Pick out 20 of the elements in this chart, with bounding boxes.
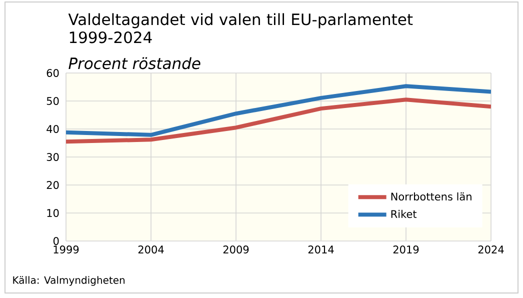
x-tick-label: 1999 (54, 246, 79, 254)
y-tick-label: 60 (46, 69, 59, 77)
y-tick-label: 10 (47, 209, 59, 217)
y-tick-label: 20 (46, 181, 59, 189)
y-tick-label: 40 (46, 125, 59, 133)
chart-title: Valdeltagandet vid valen till EU-parlamentet 1999-2024 (68, 13, 413, 44)
line-series (66, 84, 491, 137)
x-tick-label: 2004 (138, 246, 164, 254)
y-tick-label: 50 (46, 97, 59, 105)
text: Källa: Valmyndigheten (13, 276, 125, 286)
x-tick-label: 2024 (478, 246, 504, 254)
legend-label: Norrbottens län (391, 192, 472, 201)
y-tick-label: 0 (53, 237, 59, 245)
x-tick-label: 2009 (223, 246, 249, 254)
x-tick-label: 2014 (308, 246, 334, 254)
chart-subtitle: Procent röstande (68, 57, 200, 70)
legend-label: Riket (391, 210, 417, 218)
line-series (66, 98, 491, 144)
x-tick-label: 2019 (393, 246, 419, 254)
y-tick-label: 30 (46, 153, 59, 161)
